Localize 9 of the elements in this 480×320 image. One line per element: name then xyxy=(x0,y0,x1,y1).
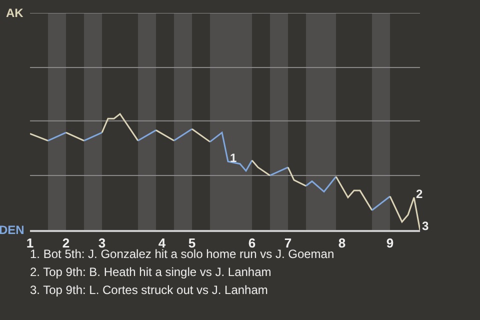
text: DEN xyxy=(0,223,24,237)
x-tick-label: 9 xyxy=(386,235,394,250)
text: 3 xyxy=(422,219,429,233)
text: AK xyxy=(6,6,24,20)
text: 3. Top 9th: L. Cortes struck out vs J. Lanham xyxy=(30,283,268,297)
text: 2. Top 9th: B. Heath hit a single vs J. Lanham xyxy=(30,265,272,279)
annotation: 1 xyxy=(230,151,237,165)
annotation: 2 xyxy=(416,187,423,201)
x-tick-label: 8 xyxy=(338,235,346,250)
